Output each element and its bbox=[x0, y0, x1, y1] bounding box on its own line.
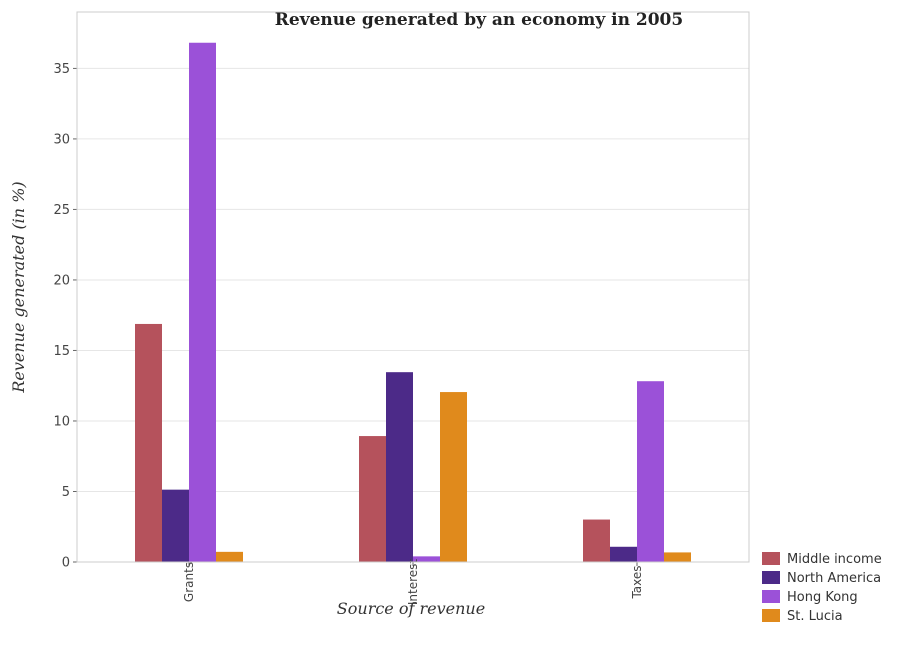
legend-swatch bbox=[762, 571, 780, 584]
bar-interest-st.-lucia bbox=[440, 392, 467, 562]
y-tick-label: 25 bbox=[53, 203, 70, 218]
plot-area bbox=[76, 11, 750, 563]
y-axis-ticks: 0 5 10 15 20 25 30 35 bbox=[53, 62, 77, 571]
legend-swatch bbox=[762, 552, 780, 565]
y-tick-label: 20 bbox=[53, 273, 70, 288]
bar-taxes-hong-kong bbox=[637, 381, 664, 562]
y-tick-label: 15 bbox=[53, 344, 70, 359]
legend-label: North America bbox=[787, 571, 881, 586]
bar-grants-north-america bbox=[162, 489, 189, 562]
x-axis-label: Source of revenue bbox=[337, 599, 485, 618]
legend-label: Middle income bbox=[787, 552, 882, 567]
bar-interest-middle-income bbox=[359, 436, 386, 562]
legend-label: Hong Kong bbox=[787, 590, 858, 605]
y-tick-label: 5 bbox=[62, 485, 70, 500]
legend-swatch bbox=[762, 590, 780, 603]
chart-title: Revenue generated by an economy in 2005 bbox=[275, 10, 683, 30]
legend-label: St. Lucia bbox=[787, 609, 843, 624]
bar-interest-north-america bbox=[386, 372, 413, 562]
bar-grants-hong-kong bbox=[189, 42, 216, 562]
x-tick-label: Interest bbox=[406, 559, 420, 606]
x-axis-ticks: Grants Interest Taxes bbox=[182, 559, 644, 606]
x-tick-label: Taxes bbox=[630, 565, 644, 599]
y-tick-label: 35 bbox=[53, 62, 70, 77]
bar-grants-middle-income bbox=[135, 323, 162, 562]
legend-swatch bbox=[762, 609, 780, 622]
bar-taxes-middle-income bbox=[583, 519, 610, 562]
y-tick-label: 30 bbox=[53, 132, 70, 147]
legend: Middle income North America Hong Kong St. L… bbox=[762, 552, 882, 624]
bar-taxes-north-america bbox=[610, 546, 637, 562]
bar-grants-st.-lucia bbox=[216, 551, 243, 562]
y-tick-label: 10 bbox=[53, 414, 70, 429]
bar-interest-hong-kong bbox=[413, 556, 440, 562]
y-tick-label: 0 bbox=[62, 556, 70, 571]
y-axis-label: Revenue generated (in %) bbox=[9, 181, 28, 393]
x-tick-label: Grants bbox=[182, 562, 196, 602]
bars bbox=[135, 42, 691, 562]
bar-taxes-st.-lucia bbox=[664, 552, 691, 562]
